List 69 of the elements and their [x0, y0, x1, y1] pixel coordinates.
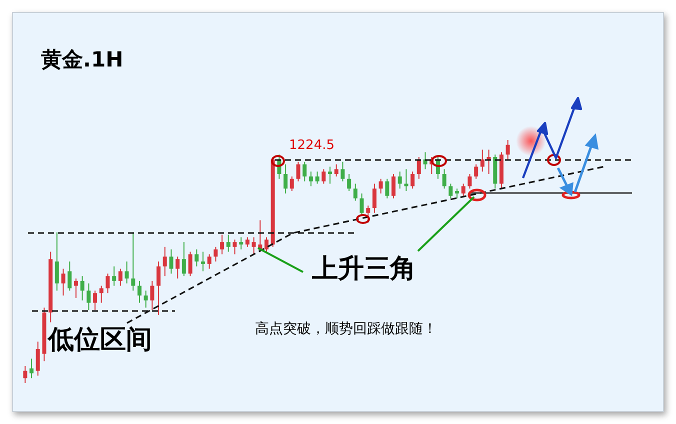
- candlestick: [93, 290, 98, 311]
- candlestick: [137, 280, 142, 304]
- candlestick: [378, 178, 383, 194]
- candlestick: [302, 161, 307, 182]
- candlestick: [392, 174, 396, 199]
- candlestick: [124, 261, 129, 284]
- candlestick: [448, 183, 453, 199]
- candlestick: [86, 282, 91, 311]
- candlestick: [296, 161, 300, 182]
- candlestick: [80, 276, 84, 301]
- candlestick: [169, 248, 174, 274]
- candlestick: [106, 273, 110, 294]
- candlestick: [308, 171, 313, 187]
- candlestick: [347, 174, 352, 192]
- candlestick: [99, 285, 104, 304]
- chart-title: 黄金.1H: [40, 48, 124, 72]
- candlestick: [162, 246, 167, 277]
- candlestick: [207, 254, 212, 270]
- candlestick: [239, 236, 244, 250]
- candlestick: [360, 192, 364, 216]
- candlestick: [474, 164, 478, 180]
- candlestick: [112, 266, 116, 286]
- candlestick: [372, 183, 376, 214]
- candlestick: [156, 261, 161, 316]
- candlestick: [398, 171, 402, 190]
- candlestick: [232, 239, 237, 255]
- candlestick: [176, 256, 180, 280]
- candlestick: [328, 166, 332, 184]
- candlestick: [284, 164, 288, 194]
- candlestick: [264, 236, 268, 252]
- candlestick: [245, 236, 250, 248]
- candlestick: [188, 251, 192, 277]
- candlestick: [340, 161, 345, 182]
- candlestick: [322, 168, 326, 184]
- candlestick: [220, 234, 224, 255]
- candlestick: [315, 171, 320, 184]
- candlestick: [252, 236, 256, 255]
- annotation: 低位区间: [47, 325, 152, 355]
- candlestick: [194, 248, 199, 267]
- candlestick: [480, 149, 484, 172]
- candlestick: [385, 178, 390, 199]
- candlestick: [410, 171, 415, 190]
- candlestick: [23, 365, 28, 384]
- candlestick: [461, 183, 466, 196]
- annotation: 高点突破，顺势回踩做跟随！: [255, 321, 437, 337]
- candlestick: [200, 251, 205, 272]
- candlestick: [290, 176, 294, 192]
- candlestick: [54, 232, 59, 292]
- candlestick: [353, 183, 358, 202]
- candlestick: [131, 232, 136, 292]
- candlestick: [150, 280, 154, 311]
- candlestick: [468, 174, 472, 190]
- candlestick: [214, 246, 218, 262]
- candlestick: [118, 268, 122, 286]
- candlestick: [36, 341, 40, 376]
- candlestick: [144, 290, 148, 308]
- candlestick: [74, 278, 78, 298]
- candlestick: [30, 358, 34, 379]
- candlestick: [182, 242, 186, 277]
- annotation: 上升三角: [311, 254, 416, 284]
- candlestick: [61, 268, 66, 296]
- candlestick: [404, 168, 408, 192]
- candlestick: [455, 188, 460, 199]
- candlestick: [442, 168, 446, 190]
- candlestick: [506, 140, 510, 160]
- candlestick: [226, 234, 230, 252]
- candlestick: [68, 261, 72, 292]
- candlestick: [334, 164, 338, 177]
- annotation: 1224.5: [289, 138, 334, 153]
